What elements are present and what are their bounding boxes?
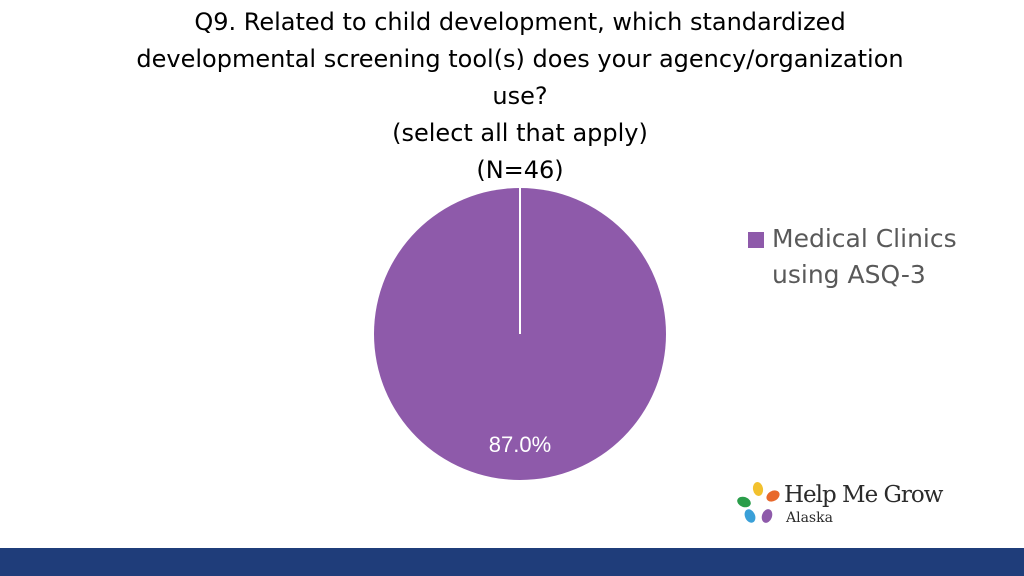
- pie-chart: 87.0%: [374, 188, 666, 480]
- chart-title-line: developmental screening tool(s) does you…: [136, 45, 904, 73]
- chart-title-line: Q9. Related to child development, which …: [194, 8, 846, 36]
- pie-data-label: 87.0%: [489, 432, 551, 457]
- logo-region-text: Alaska: [786, 510, 833, 526]
- chart-title-line: (N=46): [476, 156, 564, 184]
- chart-title: Q9. Related to child development, which …: [0, 4, 1024, 189]
- logo-brand-text: Help Me Grow: [784, 482, 943, 508]
- flower-icon: [737, 482, 780, 523]
- chart-title-line: use?: [492, 82, 548, 110]
- chart-title-line: (select all that apply): [392, 119, 648, 147]
- footer-bar: [0, 548, 1024, 576]
- legend-label-line: using ASQ-3: [772, 260, 926, 289]
- help-me-grow-logo: Help Me Grow Alaska: [736, 480, 943, 530]
- legend: Medical Clinics using ASQ-3: [748, 221, 972, 293]
- legend-label: Medical Clinics using ASQ-3: [772, 221, 972, 293]
- legend-swatch: [748, 232, 764, 248]
- legend-label-line: Medical Clinics: [772, 224, 957, 253]
